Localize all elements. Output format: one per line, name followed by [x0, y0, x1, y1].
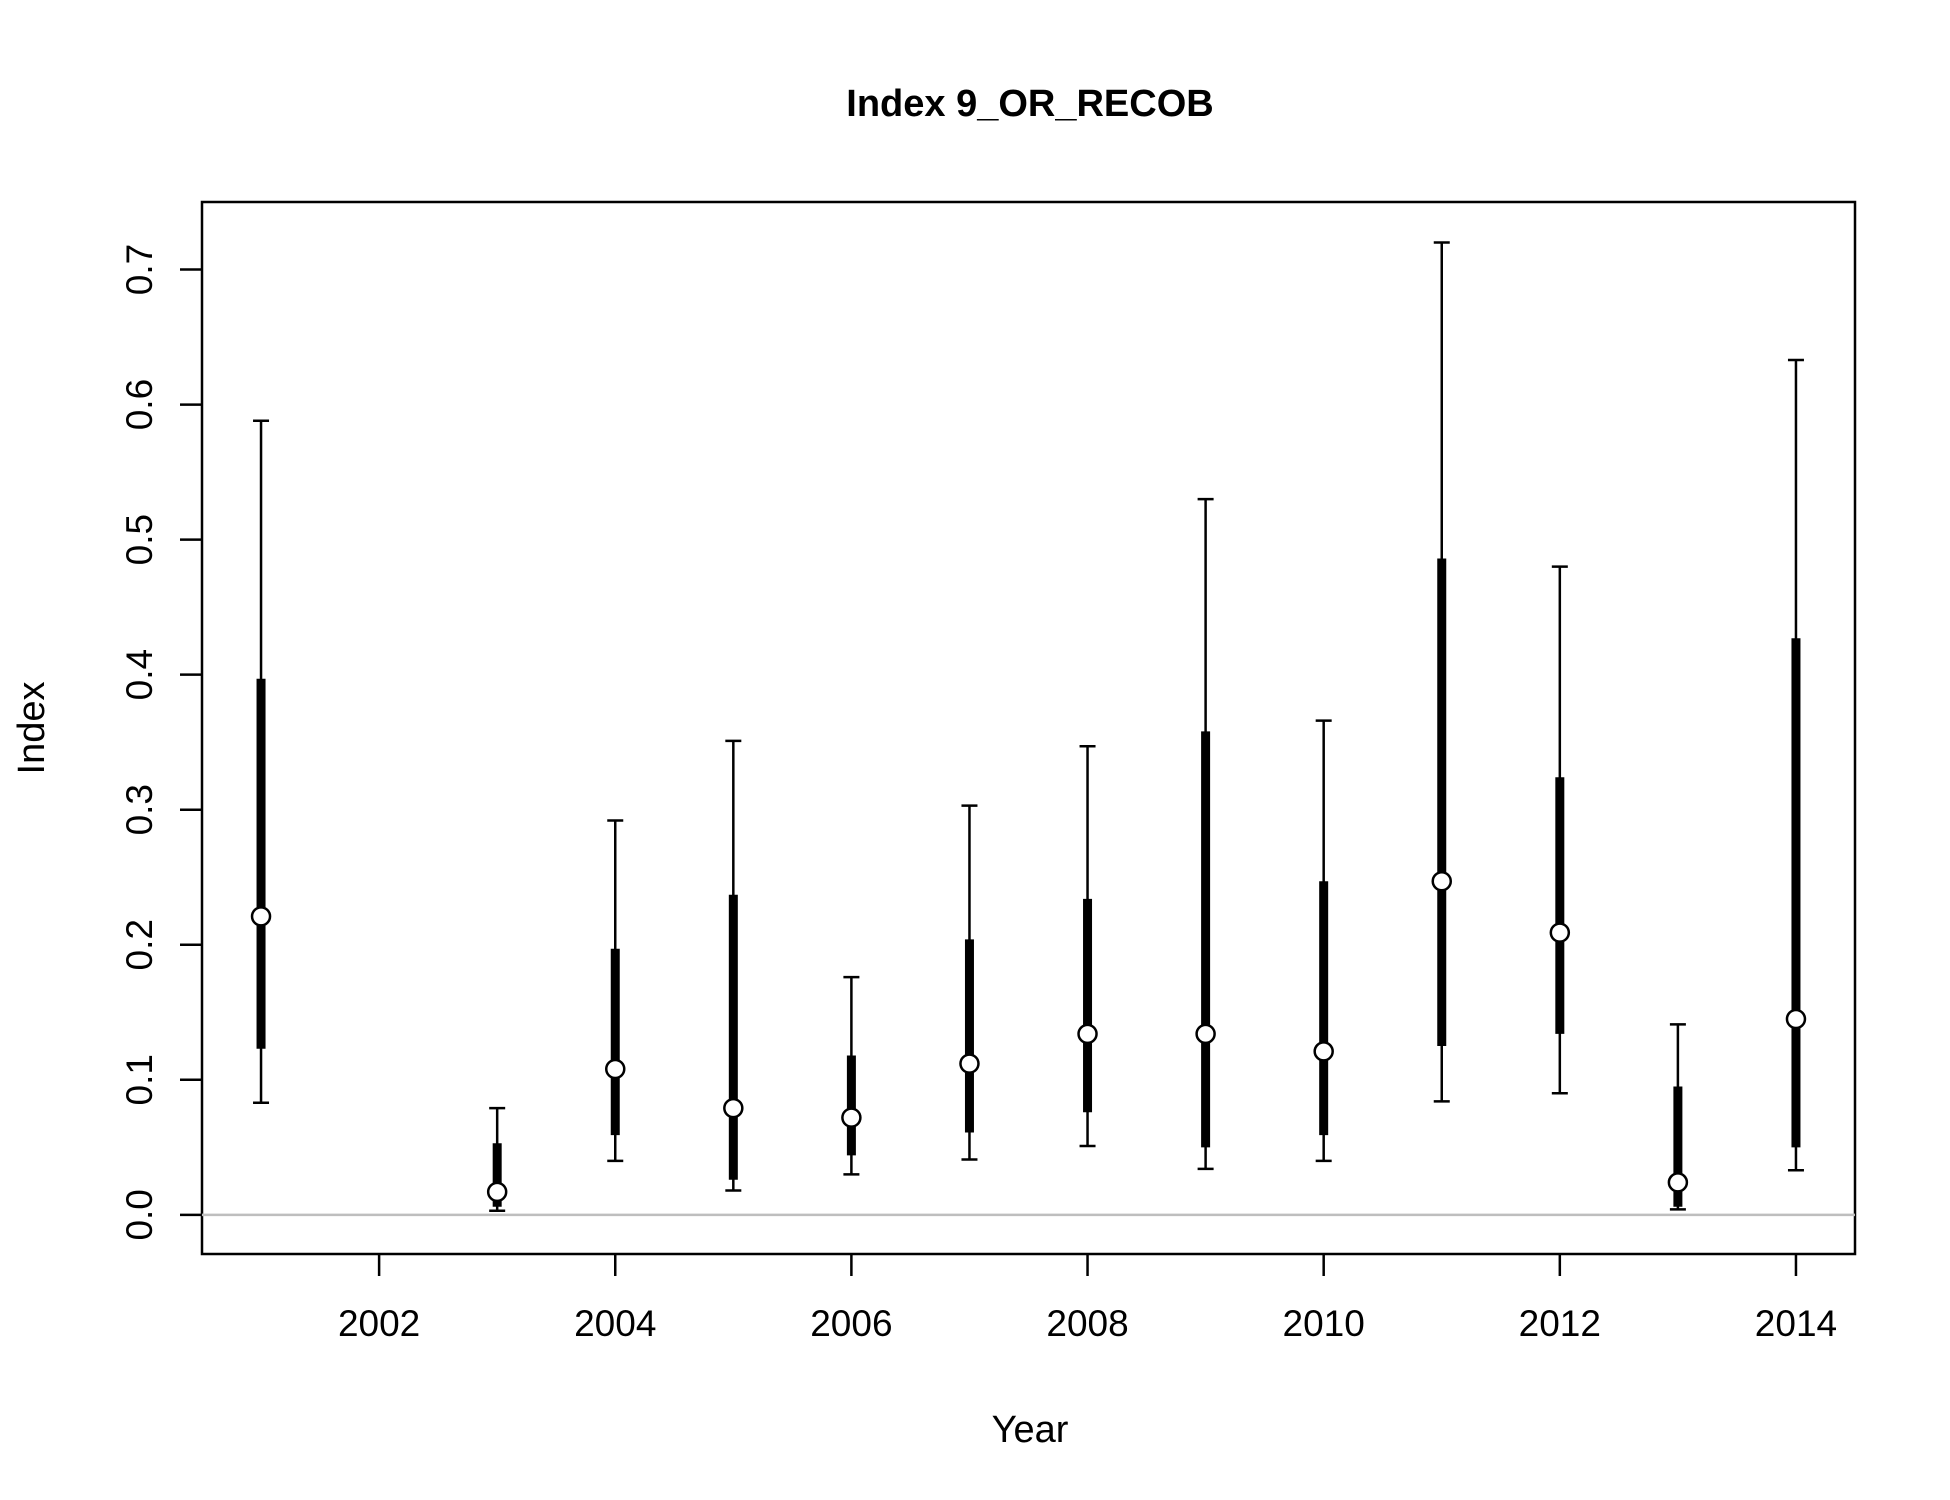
- y-tick-label: 0.3: [119, 784, 160, 835]
- chart-title: Index 9_OR_RECOB: [846, 83, 1213, 125]
- point-2010: [1313, 1041, 1334, 1062]
- point-2003: [486, 1181, 508, 1203]
- y-tick-label: 0.6: [119, 379, 160, 430]
- x-tick-label: 2008: [1046, 1303, 1128, 1344]
- interval-2011: [1433, 241, 1450, 1103]
- x-tick-label: 2012: [1519, 1303, 1601, 1344]
- x-tick-label: 2004: [574, 1303, 656, 1344]
- x-tick-label: 2014: [1755, 1303, 1837, 1344]
- interval-2007: [961, 804, 978, 1161]
- interval-2001: [253, 419, 270, 1104]
- point-2014: [1785, 1008, 1807, 1030]
- y-tick-label: 0.5: [119, 514, 160, 565]
- x-tick-label: 2010: [1283, 1303, 1365, 1344]
- y-tick-label: 0.1: [119, 1054, 160, 1105]
- point-2012: [1549, 922, 1571, 943]
- point-2004: [605, 1058, 626, 1080]
- point-2009: [1195, 1023, 1216, 1045]
- x-axis-label: Year: [992, 1409, 1069, 1451]
- interval-2009: [1197, 497, 1214, 1171]
- point-2007: [959, 1053, 980, 1074]
- point-2011: [1431, 871, 1452, 892]
- point-2006: [841, 1107, 862, 1128]
- interval-2012: [1551, 565, 1568, 1095]
- x-tick-label: 2002: [338, 1303, 420, 1344]
- interval-2005: [725, 739, 742, 1192]
- y-tick-label: 0.7: [119, 244, 160, 295]
- interval-layer: [253, 241, 1804, 1213]
- interval-2008: [1079, 744, 1096, 1148]
- point-2008: [1077, 1023, 1098, 1045]
- interval-2014: [1787, 358, 1804, 1172]
- y-axis-label: Index: [11, 682, 53, 775]
- x-tick-label: 2006: [810, 1303, 892, 1344]
- interval-2004: [607, 819, 624, 1163]
- y-tick-label: 0.0: [119, 1189, 160, 1240]
- point-layer: [250, 871, 1807, 1203]
- interval-2010: [1315, 719, 1332, 1163]
- x-axis: 2002 2004 2006 2008 2010 2012 2014: [338, 1254, 1837, 1344]
- plot-frame: [200, 200, 1857, 1256]
- interval-2006: [843, 975, 860, 1176]
- y-tick-label: 0.2: [119, 919, 160, 970]
- point-2013: [1667, 1172, 1689, 1193]
- point-2001: [250, 906, 272, 927]
- y-axis: 0.0 0.1 0.2 0.3 0.4 0.5 0.6 0.7: [119, 244, 202, 1241]
- y-tick-label: 0.4: [119, 649, 160, 700]
- point-2005: [723, 1097, 744, 1119]
